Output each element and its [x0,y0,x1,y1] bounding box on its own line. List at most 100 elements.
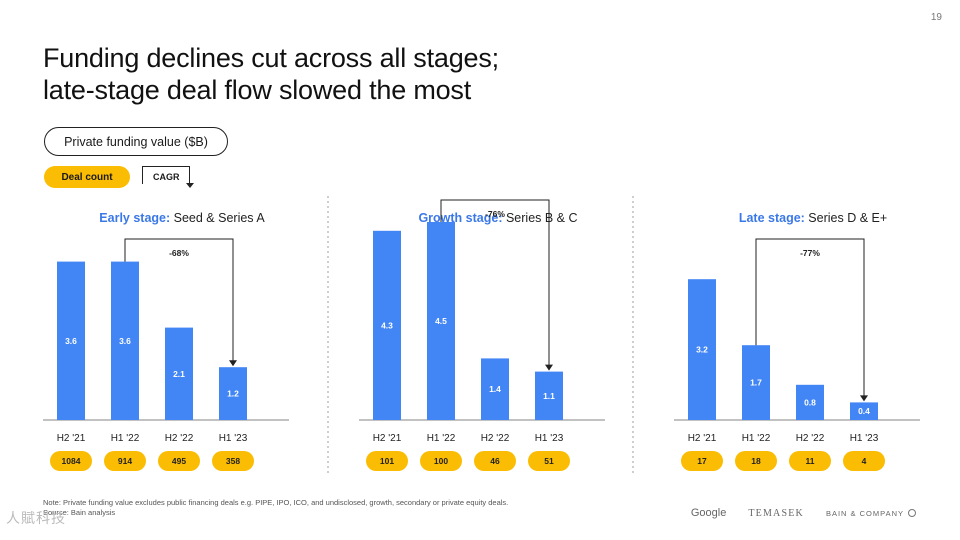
deal-count-label: 4 [862,456,867,466]
cagr-connector [124,238,234,362]
bar [850,402,878,420]
cagr-arrowhead-icon [545,364,553,371]
x-tick-label: H1 '22 [427,433,456,444]
panel-title-stage: Late stage: [739,211,805,225]
bar-value-label: 3.6 [65,336,77,346]
x-tick-label: H1 '22 [111,433,140,444]
deal-count-badge [681,451,723,471]
cagr-legend: CAGR [142,166,194,188]
deal-count-label: 358 [226,456,240,466]
deal-count-legend: Deal count [44,166,130,188]
bar [481,358,509,420]
x-tick-label: H1 '23 [219,433,248,444]
deal-count-badge [420,451,462,471]
deal-count-badge [528,451,570,471]
slide-title: Funding declines cut across all stages; … [43,42,499,106]
x-tick-label: H2 '22 [796,433,825,444]
stage-chart-1: Early stage: Seed & Series A 3.6 H2 '21 108… [43,211,289,471]
deal-count-label: 100 [434,456,448,466]
bar [219,367,247,420]
deal-count-label: 914 [118,456,132,466]
panel-title-series: Series B & C [503,211,578,225]
deal-count-label: 1084 [62,456,81,466]
deal-count-label: 46 [490,456,500,466]
bar [57,261,85,420]
x-tick-label: H1 '22 [742,433,771,444]
x-tick-label: H2 '21 [373,433,402,444]
watermark: 人賦科技 [6,510,66,526]
cagr-legend-label: CAGR [153,172,180,182]
footnote: Note: Private funding value excludes pub… [43,498,508,518]
bar-value-label: 3.2 [696,345,708,355]
title-line-2: late-stage deal flow slowed the most [43,75,472,105]
bar [535,371,563,420]
panel-title-series: Series D & E+ [805,211,887,225]
bar [688,279,716,420]
bain-logo-text: BAIN & COMPANY [825,508,904,518]
bar-value-label: 4.3 [381,320,393,330]
x-tick-label: H1 '23 [535,433,564,444]
deal-count-label: 495 [172,456,186,466]
cagr-label: -68% [169,248,189,258]
deal-count-label: 17 [697,456,707,466]
cagr-connector [440,199,550,366]
cagr-label: -77% [800,248,820,258]
page-number: 19 [930,12,942,23]
cagr-arrowhead-icon [860,395,868,402]
temasek-logo: TEMASEK [748,507,804,519]
deal-count-badge [104,451,146,471]
bar [796,384,824,420]
bar-value-label: 2.1 [173,369,185,379]
panel-title: Early stage: Seed & Series A [99,211,265,225]
bar-value-label: 1.7 [750,378,762,388]
bar-value-label: 0.8 [804,397,816,407]
panel-title: Late stage: Series D & E+ [739,211,887,225]
deal-count-badge [212,451,254,471]
deal-count-badge [789,451,831,471]
bar [165,327,193,420]
bar-value-label: 1.1 [543,391,555,401]
deal-count-badge [366,451,408,471]
bar-value-label: 3.6 [119,336,131,346]
bar [111,261,139,420]
bain-mark-icon [908,509,916,517]
cagr-connector [755,238,865,397]
panel-title: Growth stage: Series B & C [418,211,577,225]
cagr-arrow-icon [185,183,194,188]
bar-value-label: 4.5 [435,316,447,326]
bar [373,230,401,420]
funding-value-legend: Private funding value ($B) [44,127,228,156]
cagr-arrowhead-icon [229,360,237,367]
bar-value-label: 1.4 [489,384,501,394]
deal-count-badge [843,451,885,471]
stage-charts: Early stage: Seed & Series A 3.6 H2 '21 108… [43,196,920,475]
x-tick-label: H2 '21 [57,433,86,444]
stage-chart-2: Growth stage: Series B & C 4.3 H2 '21 101 4.… [359,199,605,471]
bar-value-label: 1.2 [227,389,239,399]
footnote-source: Source: Bain analysis [43,508,116,517]
google-logo: Google [690,507,727,519]
bar-value-label: 0.4 [858,406,870,416]
deal-count-badge [50,451,92,471]
deal-count-badge [158,451,200,471]
panel-title-series: Seed & Series A [170,211,265,225]
deal-count-badge [474,451,516,471]
bar [427,222,455,420]
x-tick-label: H2 '21 [688,433,717,444]
partner-logos: Google TEMASEK BAIN & COMPANY [691,507,916,519]
bain-logo: BAIN & COMPANY [826,509,916,518]
panel-title-stage: Growth stage: [418,211,502,225]
stage-chart-3: Late stage: Series D & E+ 3.2 H2 '21 17 1.7 H… [674,211,920,471]
deal-count-badge [735,451,777,471]
deal-count-label: 101 [380,456,394,466]
cagr-label: -76% [485,209,505,219]
footnote-note: Note: Private funding value excludes pub… [43,498,509,507]
x-tick-label: H2 '22 [165,433,194,444]
panel-title-stage: Early stage: [99,211,170,225]
deal-count-label: 51 [544,456,554,466]
x-tick-label: H1 '23 [850,433,879,444]
bar [742,345,770,420]
deal-count-label: 11 [806,456,815,466]
deal-count-label: 18 [751,456,761,466]
title-line-1: Funding declines cut across all stages; [43,43,499,73]
